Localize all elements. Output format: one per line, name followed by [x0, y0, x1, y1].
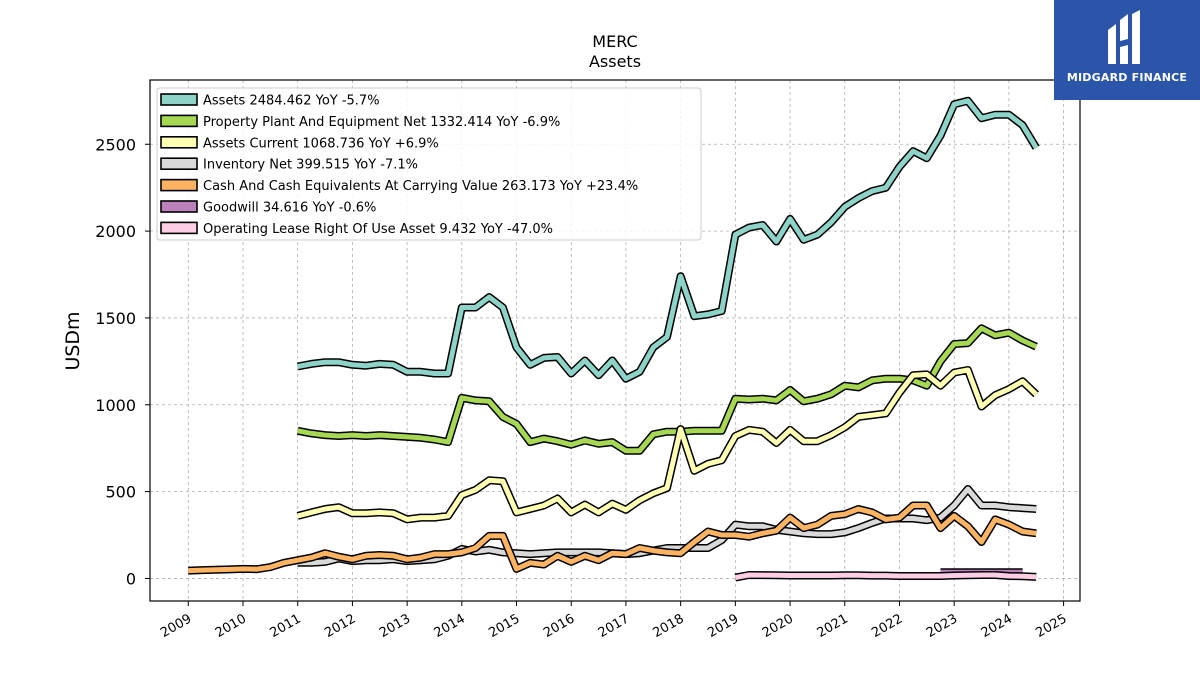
- x-tick-label: 2022: [869, 611, 905, 641]
- x-tick-label: 2021: [815, 611, 851, 641]
- logo-mark-icon: [1108, 10, 1140, 64]
- legend-swatch: [160, 93, 198, 106]
- series-4: [188, 501, 1037, 575]
- y-tick-label: 2000: [95, 222, 136, 241]
- x-tick-label: 2014: [432, 611, 468, 641]
- legend-label: Assets 2484.462 YoY -5.7%: [203, 94, 380, 109]
- legend-item: Cash And Cash Equivalents At Carrying Va…: [160, 178, 638, 194]
- series-line: [297, 325, 1038, 454]
- x-tick-label: 2016: [541, 611, 577, 641]
- chart-title: MERC: [592, 32, 637, 51]
- x-tick-label: 2024: [979, 611, 1015, 641]
- series-1: [296, 324, 1038, 455]
- logo-text: MIDGARD FINANCE: [1066, 71, 1188, 84]
- series-line: [734, 572, 1037, 581]
- series-line-outline: [296, 366, 1039, 524]
- x-tick-label: 2015: [486, 611, 522, 641]
- series-lines: [188, 96, 1040, 582]
- x-tick-label: 2009: [158, 611, 194, 641]
- legend-label: Property Plant And Equipment Net 1332.41…: [203, 115, 560, 130]
- series-line: [297, 98, 1039, 382]
- series-line: [297, 367, 1038, 522]
- legend-swatch: [160, 114, 198, 128]
- x-tick-label: 2023: [924, 611, 960, 641]
- legend-label: Assets Current 1068.736 YoY +6.9%: [203, 136, 439, 151]
- legend-label: Inventory Net 399.515 YoY -7.1%: [203, 158, 418, 173]
- series-0: [296, 96, 1040, 383]
- y-tick-label: 1500: [95, 309, 136, 328]
- x-tick-label: 2025: [1033, 611, 1069, 641]
- legend-swatch: [160, 200, 198, 213]
- legend-label: Goodwill 34.616 YoY -0.6%: [203, 201, 376, 216]
- legend-item: Assets 2484.462 YoY -5.7%: [160, 93, 380, 109]
- legend-label: Cash And Cash Equivalents At Carrying Va…: [203, 179, 638, 194]
- x-tick-label: 2020: [760, 611, 796, 641]
- x-tick-label: 2018: [650, 611, 686, 641]
- y-axis-label: USDm: [62, 311, 84, 370]
- y-tick-label: 2500: [95, 135, 136, 154]
- legend-item: Goodwill 34.616 YoY -0.6%: [160, 200, 376, 216]
- legend-item: Operating Lease Right Of Use Asset 9.432…: [160, 221, 553, 237]
- legend-item: Property Plant And Equipment Net 1332.41…: [160, 114, 560, 130]
- series-6: [734, 571, 1037, 582]
- x-tick-label: 2011: [268, 611, 304, 641]
- x-tick-label: 2012: [322, 611, 358, 641]
- legend-swatch: [160, 221, 198, 235]
- legend-swatch: [160, 157, 198, 170]
- legend-item: Assets Current 1068.736 YoY +6.9%: [160, 136, 439, 151]
- y-tick-label: 0: [126, 569, 136, 588]
- y-tick-label: 500: [105, 483, 136, 502]
- legend-label: Operating Lease Right Of Use Asset 9.432…: [203, 222, 553, 237]
- x-tick-label: 2019: [705, 611, 741, 641]
- plot-frame: [149, 79, 1081, 602]
- series-line: [188, 503, 1037, 574]
- legend-swatch: [160, 178, 198, 192]
- legend-item: Inventory Net 399.515 YoY -7.1%: [160, 157, 418, 173]
- series-2: [296, 366, 1039, 524]
- legend: Assets 2484.462 YoY -5.7% Property Plant …: [156, 87, 702, 241]
- chart-subtitle: Assets: [589, 52, 641, 71]
- y-tick-label: 1000: [95, 396, 136, 415]
- x-tick-label: 2013: [377, 611, 413, 641]
- legend-swatch: [160, 136, 198, 149]
- x-tick-label: 2017: [596, 611, 632, 641]
- brand-logo: MIDGARD FINANCE: [1054, 0, 1200, 100]
- x-tick-label: 2010: [213, 611, 249, 641]
- legend-box: [156, 87, 702, 241]
